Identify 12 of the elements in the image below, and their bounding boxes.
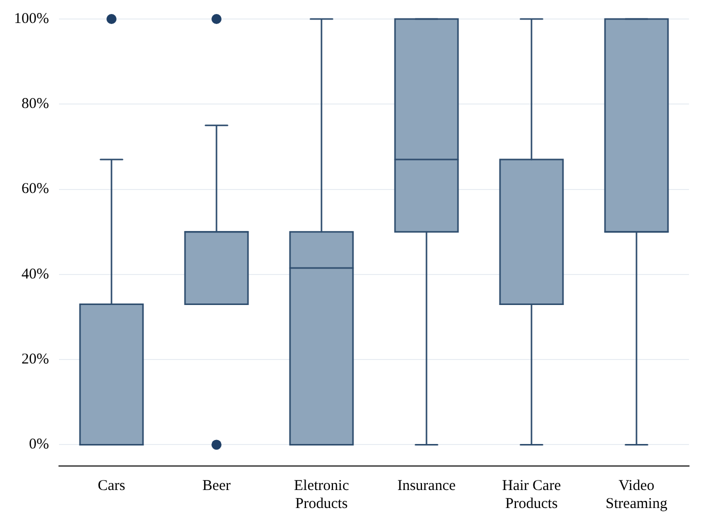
x-tick-label: Beer: [202, 478, 231, 494]
x-tick-label: Hair Care Products: [502, 478, 562, 512]
y-tick-label: 80%: [21, 96, 49, 112]
y-tick-label: 0%: [28, 436, 49, 453]
x-tick-label: Video Streaming: [606, 478, 668, 512]
y-tick-label: 40%: [21, 266, 49, 282]
y-tick-label: 20%: [21, 352, 49, 368]
x-tick-label: Insurance: [397, 478, 456, 494]
x-tick-label: Cars: [98, 478, 126, 494]
y-tick-label: 60%: [21, 181, 49, 198]
y-tick-label: 100%: [14, 10, 49, 27]
x-tick-label: Eletronic Products: [294, 478, 350, 512]
